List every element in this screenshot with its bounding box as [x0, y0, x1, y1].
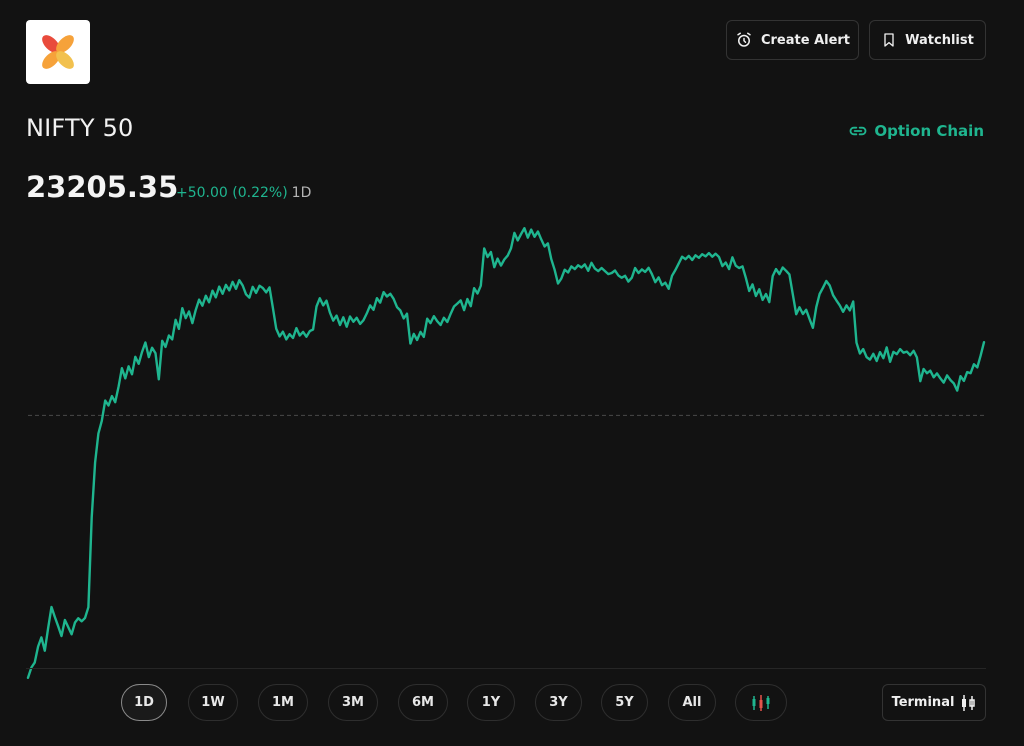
range-button-1w[interactable]: 1W — [188, 684, 238, 721]
change-period: 1D — [291, 185, 312, 201]
range-button-3m[interactable]: 3M — [328, 684, 378, 721]
option-chain-link[interactable]: Option Chain — [848, 121, 984, 141]
price-line — [26, 226, 986, 679]
instrument-name: NIFTY 50 — [26, 114, 134, 142]
range-button-1m[interactable]: 1M — [258, 684, 308, 721]
watchlist-label: Watchlist — [905, 32, 974, 48]
range-button-1y[interactable]: 1Y — [467, 684, 515, 721]
price-change-value: +50.00 (0.22%) — [176, 185, 288, 201]
range-button-all[interactable]: All — [668, 684, 716, 721]
terminal-button[interactable]: Terminal — [882, 684, 986, 721]
option-chain-label: Option Chain — [874, 122, 984, 140]
terminal-label: Terminal — [891, 695, 955, 710]
divider — [26, 668, 986, 669]
bookmark-icon — [884, 33, 894, 47]
app-logo[interactable] — [26, 20, 90, 84]
price-change: +50.00 (0.22%) 1D — [176, 185, 311, 201]
candlestick-icon — [752, 694, 770, 711]
create-alert-label: Create Alert — [760, 32, 851, 48]
range-button-5y[interactable]: 5Y — [601, 684, 648, 721]
link-icon — [850, 126, 867, 136]
alarm-clock-icon — [737, 32, 751, 47]
candlestick-toggle-button[interactable] — [735, 684, 787, 721]
logo-icon — [42, 35, 74, 69]
current-price: 23205.35 — [26, 170, 179, 204]
create-alert-button[interactable]: Create Alert — [726, 20, 859, 60]
range-button-1d[interactable]: 1D — [121, 684, 167, 721]
range-button-6m[interactable]: 6M — [398, 684, 448, 721]
watchlist-button[interactable]: Watchlist — [869, 20, 986, 60]
candlestick-icon — [962, 694, 976, 711]
range-button-3y[interactable]: 3Y — [535, 684, 582, 721]
